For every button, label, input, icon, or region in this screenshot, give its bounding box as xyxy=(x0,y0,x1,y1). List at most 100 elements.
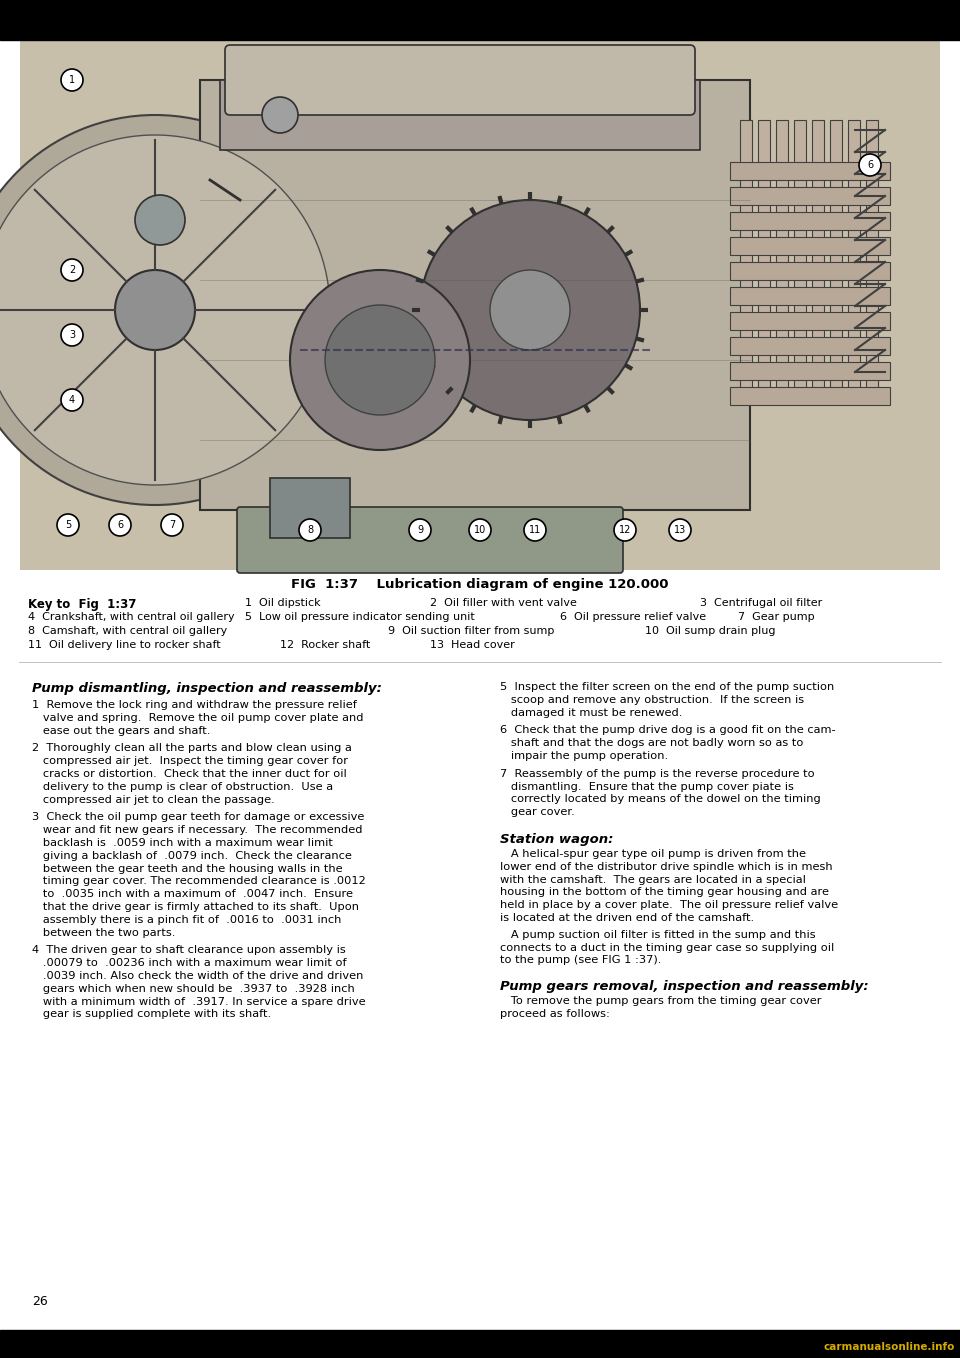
Text: 5  Low oil pressure indicator sending unit: 5 Low oil pressure indicator sending uni… xyxy=(245,612,475,622)
Text: 2: 2 xyxy=(69,265,75,276)
Text: compressed air jet.  Inspect the timing gear cover for: compressed air jet. Inspect the timing g… xyxy=(32,756,348,766)
Text: lower end of the distributor drive spindle which is in mesh: lower end of the distributor drive spind… xyxy=(500,862,832,872)
Text: connects to a duct in the timing gear case so supplying oil: connects to a duct in the timing gear ca… xyxy=(500,942,834,952)
Text: 5: 5 xyxy=(65,520,71,530)
Bar xyxy=(758,120,770,401)
Text: impair the pump operation.: impair the pump operation. xyxy=(500,751,668,760)
Bar xyxy=(730,187,890,205)
Text: correctly located by means of the dowel on the timing: correctly located by means of the dowel … xyxy=(500,794,821,804)
Text: .0039 inch. Also check the width of the drive and driven: .0039 inch. Also check the width of the … xyxy=(32,971,364,980)
Text: 6  Check that the pump drive dog is a good fit on the cam-: 6 Check that the pump drive dog is a goo… xyxy=(500,725,835,736)
Bar xyxy=(730,363,890,380)
Text: 2  Thoroughly clean all the parts and blow clean using a: 2 Thoroughly clean all the parts and blo… xyxy=(32,743,352,754)
Text: is located at the driven end of the camshaft.: is located at the driven end of the cams… xyxy=(500,913,755,923)
Text: 1  Remove the lock ring and withdraw the pressure relief: 1 Remove the lock ring and withdraw the … xyxy=(32,699,357,710)
Text: 5  Inspect the filter screen on the end of the pump suction: 5 Inspect the filter screen on the end o… xyxy=(500,682,834,693)
Bar xyxy=(794,120,806,401)
Text: valve and spring.  Remove the oil pump cover plate and: valve and spring. Remove the oil pump co… xyxy=(32,713,364,722)
Bar xyxy=(740,120,752,401)
Text: 3  Check the oil pump gear teeth for damage or excessive: 3 Check the oil pump gear teeth for dama… xyxy=(32,812,365,823)
Circle shape xyxy=(859,153,881,177)
Bar xyxy=(0,0,960,39)
Text: 12  Rocker shaft: 12 Rocker shaft xyxy=(280,640,371,650)
Text: To remove the pump gears from the timing gear cover: To remove the pump gears from the timing… xyxy=(500,997,822,1006)
Circle shape xyxy=(290,270,470,449)
Text: 2  Oil filler with vent valve: 2 Oil filler with vent valve xyxy=(430,598,577,608)
Text: with a minimum width of  .3917. In service a spare drive: with a minimum width of .3917. In servic… xyxy=(32,997,366,1006)
Bar xyxy=(220,80,700,149)
Text: delivery to the pump is clear of obstruction.  Use a: delivery to the pump is clear of obstruc… xyxy=(32,782,333,792)
Text: 13  Head cover: 13 Head cover xyxy=(430,640,515,650)
Text: cracks or distortion.  Check that the inner duct for oil: cracks or distortion. Check that the inn… xyxy=(32,769,347,779)
Text: 7  Reassembly of the pump is the reverse procedure to: 7 Reassembly of the pump is the reverse … xyxy=(500,769,815,778)
Text: with the camshaft.  The gears are located in a special: with the camshaft. The gears are located… xyxy=(500,875,805,884)
Text: to  .0035 inch with a maximum of  .0047 inch.  Ensure: to .0035 inch with a maximum of .0047 in… xyxy=(32,889,353,899)
Text: 6: 6 xyxy=(117,520,123,530)
Circle shape xyxy=(614,519,636,540)
Text: dismantling.  Ensure that the pump cover piate is: dismantling. Ensure that the pump cover … xyxy=(500,782,794,792)
Circle shape xyxy=(262,96,298,133)
Bar xyxy=(830,120,842,401)
Circle shape xyxy=(61,69,83,91)
Text: housing in the bottom of the timing gear housing and are: housing in the bottom of the timing gear… xyxy=(500,887,829,898)
Bar xyxy=(730,262,890,280)
Bar xyxy=(730,238,890,255)
Text: 1  Oil dipstick: 1 Oil dipstick xyxy=(245,598,321,608)
Text: gears which when new should be  .3937 to  .3928 inch: gears which when new should be .3937 to … xyxy=(32,983,355,994)
Text: Pump dismantling, inspection and reassembly:: Pump dismantling, inspection and reassem… xyxy=(32,682,382,695)
Text: Key to  Fig  1:37: Key to Fig 1:37 xyxy=(28,598,136,611)
Text: 12: 12 xyxy=(619,526,631,535)
Text: scoop and remove any obstruction.  If the screen is: scoop and remove any obstruction. If the… xyxy=(500,695,804,705)
FancyBboxPatch shape xyxy=(237,507,623,573)
Circle shape xyxy=(115,270,195,350)
Text: damaged it must be renewed.: damaged it must be renewed. xyxy=(500,708,683,717)
Bar xyxy=(730,162,890,181)
Bar xyxy=(200,80,750,511)
Text: carmanualsonline.info: carmanualsonline.info xyxy=(824,1342,955,1353)
Bar xyxy=(20,30,940,570)
Circle shape xyxy=(135,196,185,244)
Circle shape xyxy=(0,134,330,485)
Bar xyxy=(730,312,890,330)
Text: giving a backlash of  .0079 inch.  Check the clearance: giving a backlash of .0079 inch. Check t… xyxy=(32,851,352,861)
Circle shape xyxy=(524,519,546,540)
Text: 7: 7 xyxy=(169,520,175,530)
Text: Station wagon:: Station wagon: xyxy=(500,832,613,846)
Text: A helical-spur gear type oil pump is driven from the: A helical-spur gear type oil pump is dri… xyxy=(500,849,806,860)
Text: A pump suction oil filter is fitted in the sump and this: A pump suction oil filter is fitted in t… xyxy=(500,930,816,940)
Text: 1: 1 xyxy=(69,75,75,86)
Text: backlash is  .0059 inch with a maximum wear limit: backlash is .0059 inch with a maximum we… xyxy=(32,838,333,847)
Bar xyxy=(776,120,788,401)
Text: between the two parts.: between the two parts. xyxy=(32,928,176,937)
Text: 6: 6 xyxy=(867,160,873,170)
Circle shape xyxy=(0,115,350,505)
Text: 6  Oil pressure relief valve: 6 Oil pressure relief valve xyxy=(560,612,707,622)
Text: between the gear teeth and the housing walls in the: between the gear teeth and the housing w… xyxy=(32,864,343,873)
Text: 4: 4 xyxy=(69,395,75,405)
Circle shape xyxy=(57,513,79,536)
Text: 3: 3 xyxy=(69,330,75,340)
Text: 26: 26 xyxy=(32,1296,48,1308)
Text: 11: 11 xyxy=(529,526,541,535)
Text: 10: 10 xyxy=(474,526,486,535)
Text: 7  Gear pump: 7 Gear pump xyxy=(738,612,815,622)
Text: held in place by a cover plate.  The oil pressure relief valve: held in place by a cover plate. The oil … xyxy=(500,900,838,910)
Circle shape xyxy=(61,388,83,411)
Text: 10  Oil sump drain plug: 10 Oil sump drain plug xyxy=(645,626,776,636)
Text: compressed air jet to clean the passage.: compressed air jet to clean the passage. xyxy=(32,794,275,804)
Text: 13: 13 xyxy=(674,526,686,535)
FancyBboxPatch shape xyxy=(225,45,695,115)
Text: 8: 8 xyxy=(307,526,313,535)
Text: shaft and that the dogs are not badly worn so as to: shaft and that the dogs are not badly wo… xyxy=(500,739,804,748)
Bar xyxy=(866,120,878,401)
Text: assembly there is a pinch fit of  .0016 to  .0031 inch: assembly there is a pinch fit of .0016 t… xyxy=(32,915,342,925)
Text: proceed as follows:: proceed as follows: xyxy=(500,1009,610,1018)
Text: gear is supplied complete with its shaft.: gear is supplied complete with its shaft… xyxy=(32,1009,271,1020)
Circle shape xyxy=(420,200,640,420)
Circle shape xyxy=(325,306,435,416)
Text: 9  Oil suction filter from sump: 9 Oil suction filter from sump xyxy=(388,626,554,636)
Text: ease out the gears and shaft.: ease out the gears and shaft. xyxy=(32,725,210,736)
Text: 4  The driven gear to shaft clearance upon assembly is: 4 The driven gear to shaft clearance upo… xyxy=(32,945,346,956)
Text: 8  Camshaft, with central oil gallery: 8 Camshaft, with central oil gallery xyxy=(28,626,228,636)
Text: FIG  1:37    Lubrication diagram of engine 120.000: FIG 1:37 Lubrication diagram of engine 1… xyxy=(291,579,669,591)
